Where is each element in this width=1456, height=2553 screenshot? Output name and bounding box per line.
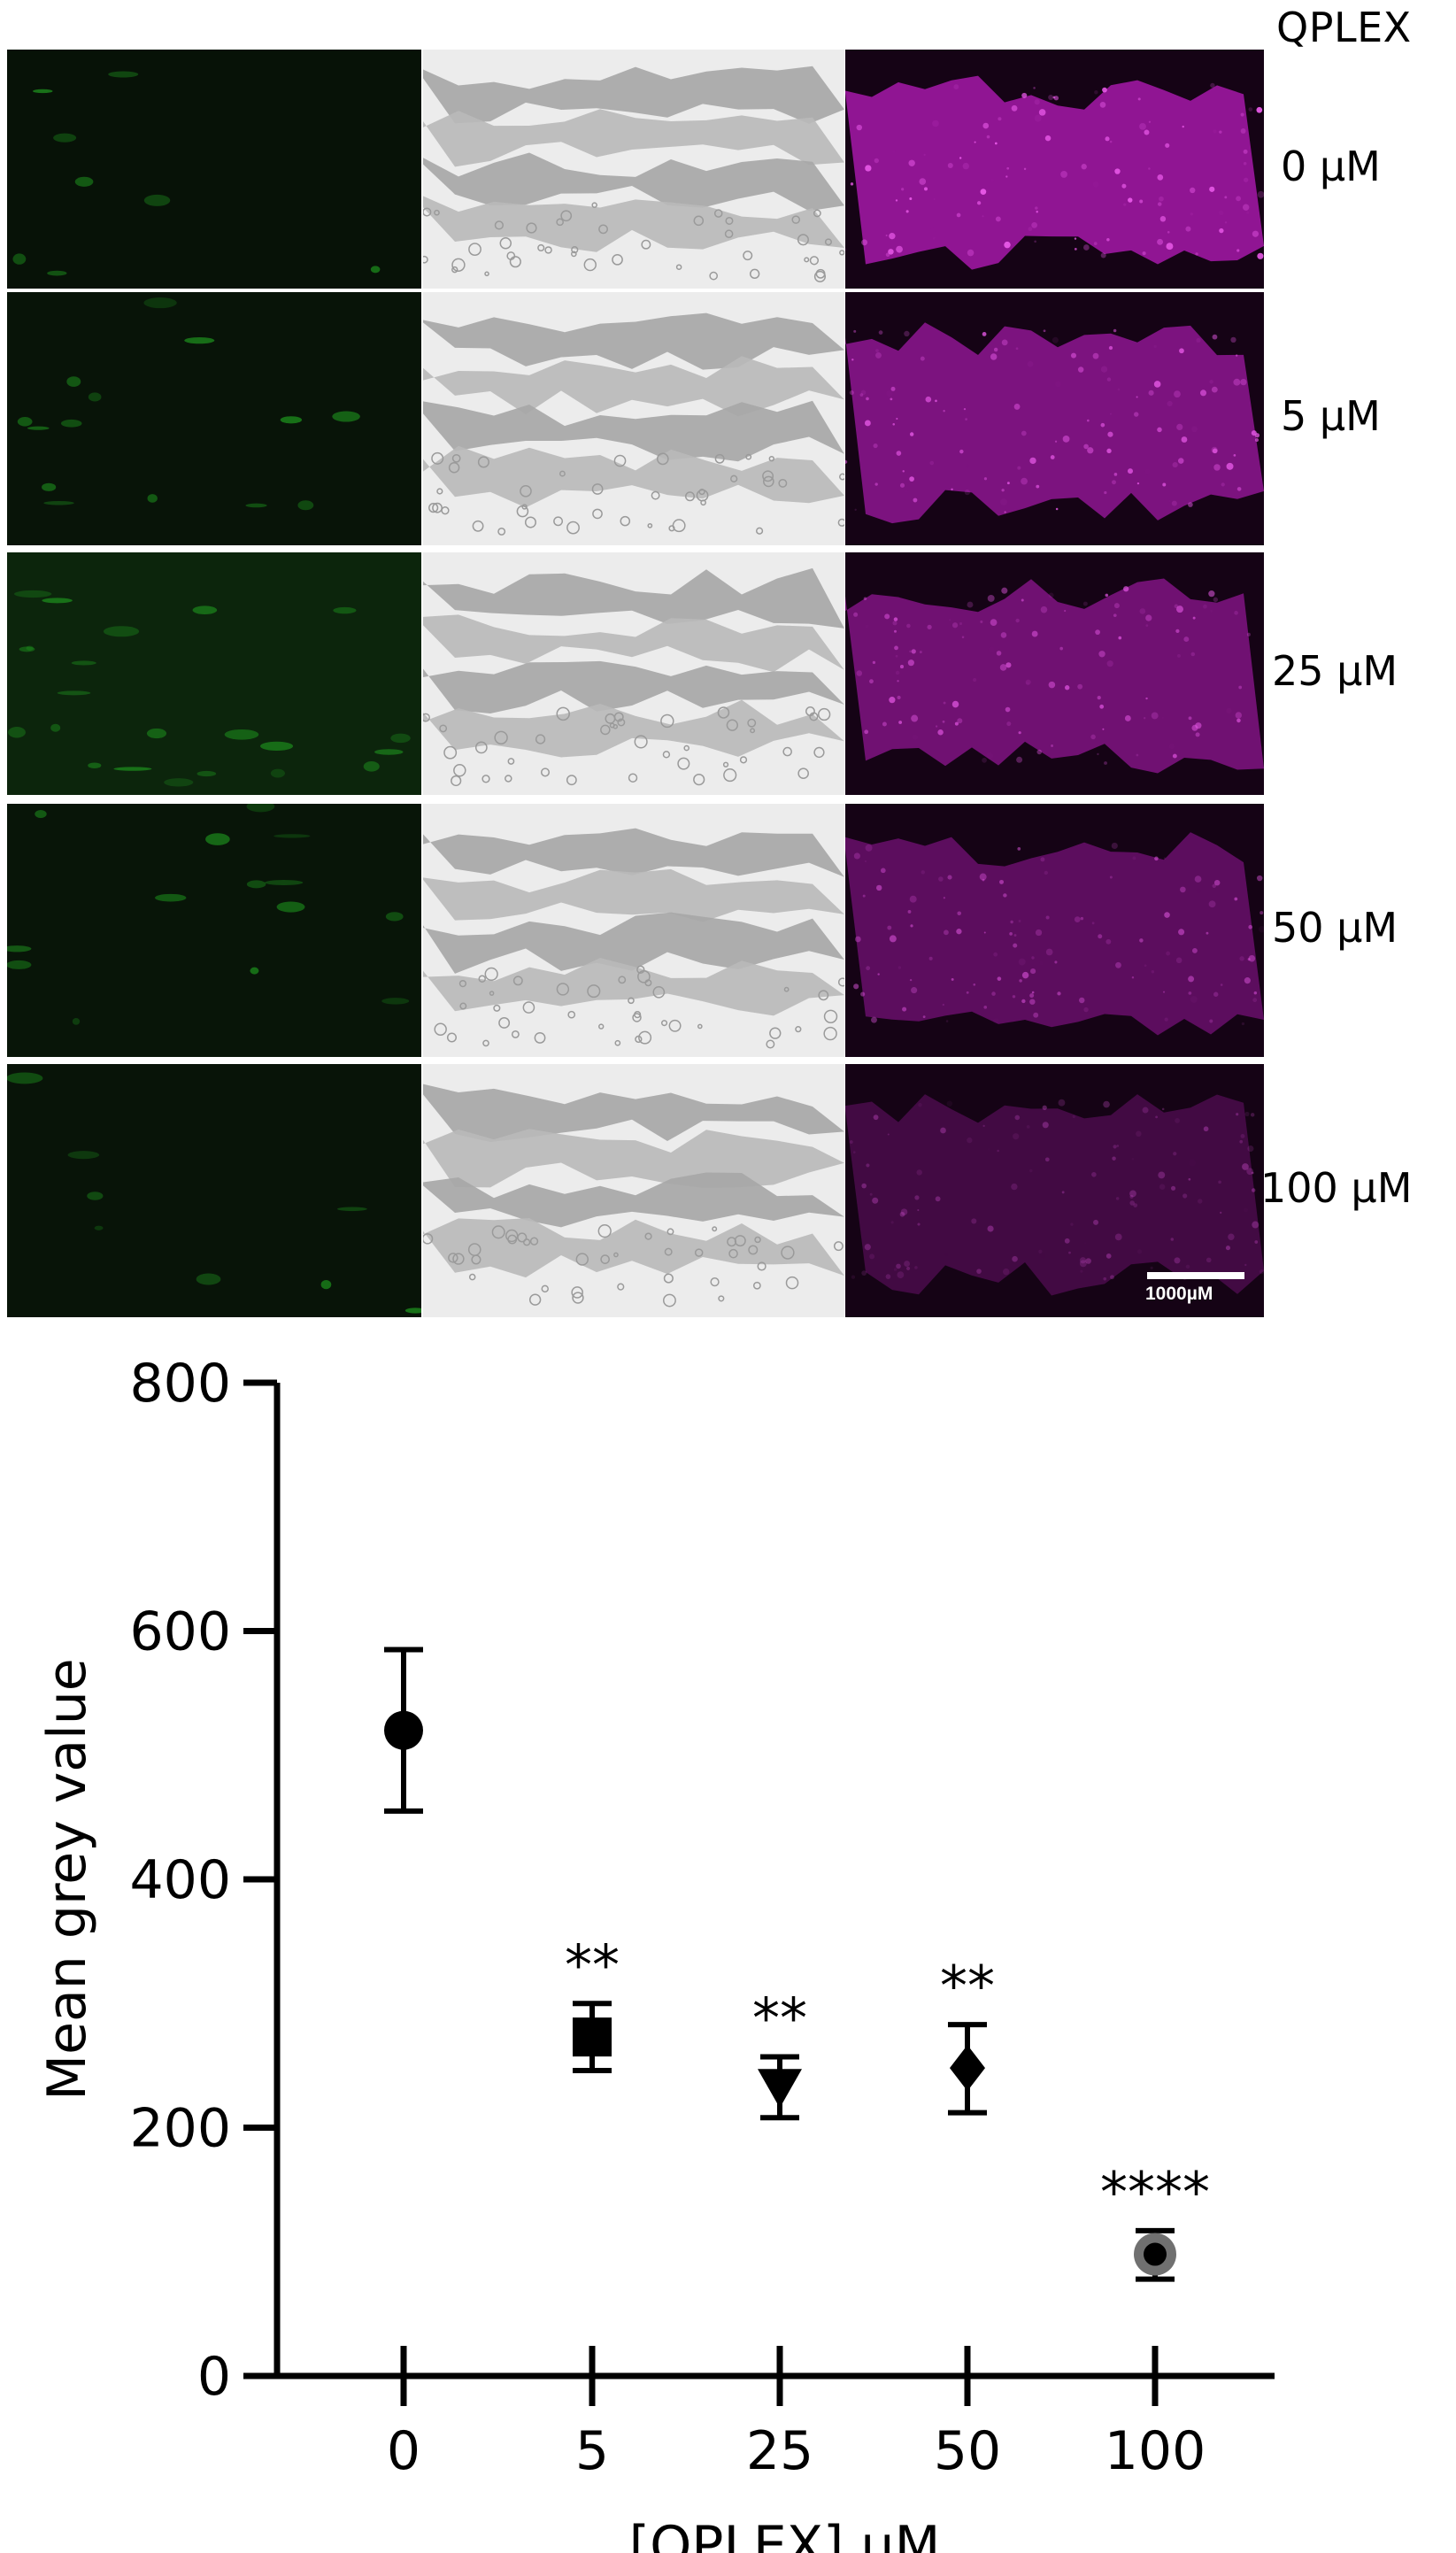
- scale-bar: [1147, 1272, 1244, 1279]
- panel-magenta-row-2: [845, 552, 1264, 795]
- significance-label: **: [940, 1954, 995, 2018]
- panel-grey-row-2: [423, 552, 844, 795]
- data-point-circle: [384, 1710, 423, 1750]
- x-tick-label: 100: [1105, 2420, 1206, 2482]
- x-tick-label: 5: [575, 2420, 609, 2482]
- y-tick-label: 0: [197, 2346, 231, 2408]
- significance-label: **: [565, 1932, 620, 1997]
- significance-label: ****: [1100, 2160, 1210, 2225]
- panel-green-row-1: [7, 292, 421, 545]
- panel-magenta-row-1: [845, 292, 1264, 545]
- scale-bar-label: 1000µM: [1145, 1284, 1213, 1304]
- panel-grey-row-4: [423, 1064, 844, 1317]
- concentration-label: 100 µM: [1260, 1164, 1413, 1212]
- data-point-triangle: [758, 2069, 802, 2109]
- y-tick-label: 400: [129, 1849, 231, 1911]
- panel-magenta-row-0: [845, 50, 1264, 289]
- panel-green-row-0: [7, 50, 421, 289]
- data-point-square: [573, 2017, 612, 2057]
- y-tick-label: 800: [129, 1353, 231, 1415]
- y-tick-label: 600: [129, 1601, 231, 1663]
- panel-grey-row-0: [423, 50, 844, 289]
- concentration-label: 50 µM: [1272, 904, 1398, 952]
- microscopy-panel-grid: QPLEX 0 µM 5 µM 25 µM 50 µM 100 µM 1000µM: [7, 4, 1413, 1317]
- x-tick-label: 25: [746, 2420, 813, 2482]
- concentration-label: 5 µM: [1281, 392, 1381, 440]
- x-tick-label: 50: [934, 2420, 1001, 2482]
- x-axis-title: [QPLEX] µM: [629, 2515, 941, 2553]
- panel-magenta-row-3: [845, 804, 1264, 1057]
- concentration-label: 25 µM: [1272, 647, 1398, 695]
- panel-grey-row-3: [423, 804, 844, 1057]
- significance-label: **: [752, 1986, 807, 2051]
- concentration-label: 0 µM: [1281, 143, 1381, 190]
- y-tick-label: 200: [129, 2098, 231, 2160]
- panel-magenta-row-4: [845, 1064, 1264, 1317]
- x-tick-label: 0: [387, 2420, 420, 2482]
- dose-response-plot: 0 200 400 600 800 0 5 25 50 100 Mean grey value [QP…: [36, 1353, 1275, 2553]
- panel-green-row-4: [7, 1064, 421, 1317]
- data-point-circle-inner: [1144, 2242, 1167, 2266]
- y-axis-title: Mean grey value: [36, 1658, 98, 2100]
- qplex-header-label: QPLEX: [1276, 4, 1412, 51]
- data-point-diamond: [950, 2045, 985, 2092]
- panel-green-row-3: [7, 804, 421, 1057]
- panel-green-row-2: [7, 552, 421, 795]
- panel-grey-row-1: [423, 292, 844, 545]
